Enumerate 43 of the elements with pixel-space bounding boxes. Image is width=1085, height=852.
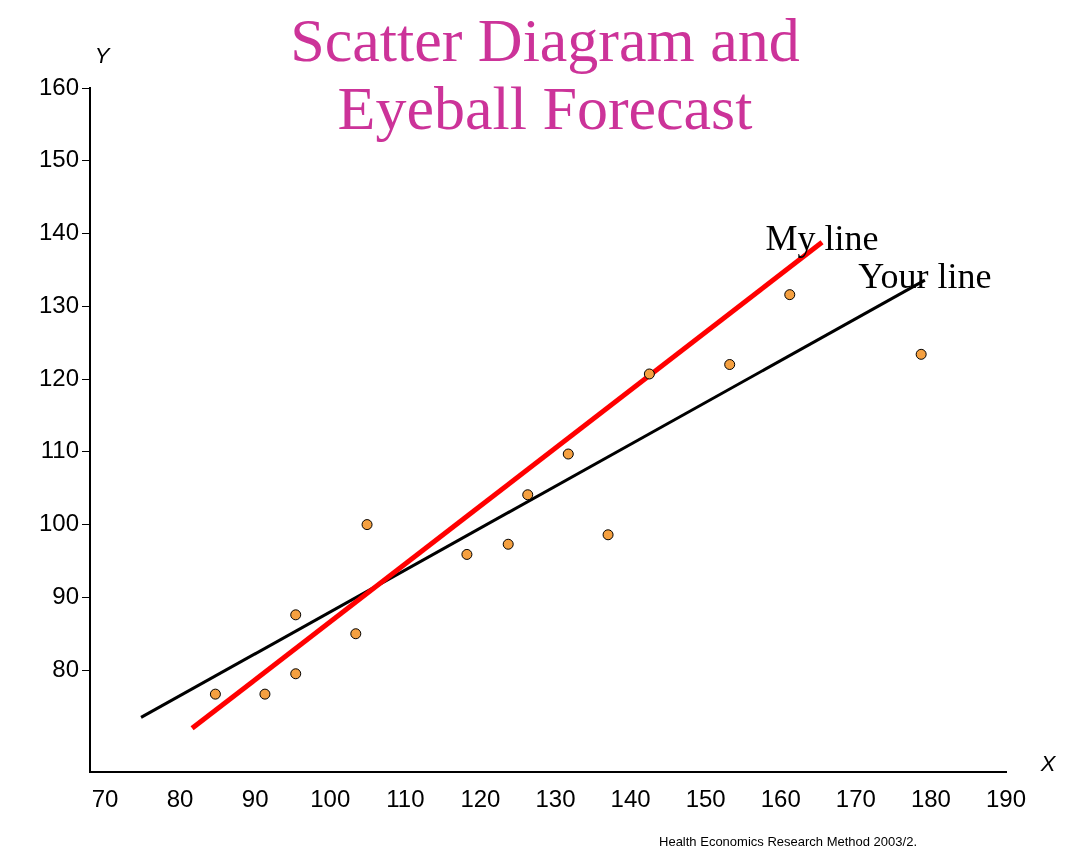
point bbox=[915, 348, 927, 360]
x-axis-title: X bbox=[1039, 751, 1057, 777]
x-tick-label: 190 bbox=[985, 785, 1027, 813]
y-tick-label: 160 bbox=[38, 72, 79, 100]
point bbox=[562, 448, 574, 460]
y-tick-label: 120 bbox=[38, 363, 79, 391]
point bbox=[602, 529, 614, 541]
x-tick-label: 180 bbox=[910, 785, 951, 813]
point bbox=[784, 289, 796, 301]
y-axis-title: Y bbox=[94, 43, 111, 69]
y-tick-label: 100 bbox=[38, 509, 79, 537]
point bbox=[502, 538, 514, 550]
x-tick-label: 130 bbox=[535, 785, 576, 813]
x-tick-label: 120 bbox=[460, 785, 501, 813]
x-tick-label: 90 bbox=[241, 785, 269, 813]
text: Health Economics Research Method 2003/2. bbox=[659, 834, 917, 849]
x-tick-label: 80 bbox=[166, 785, 194, 813]
y-tick-label: 130 bbox=[38, 290, 79, 318]
x-tick-label: 160 bbox=[760, 785, 801, 813]
x-tick-label: 170 bbox=[835, 785, 876, 813]
y-tick-label: 150 bbox=[38, 145, 79, 173]
series-label: My line bbox=[765, 217, 879, 258]
y-tick-label: 80 bbox=[52, 654, 79, 682]
point bbox=[361, 519, 373, 531]
y-tick-label: 140 bbox=[38, 218, 79, 246]
point bbox=[290, 609, 302, 621]
point bbox=[350, 628, 362, 640]
y-tick-label: 110 bbox=[40, 436, 79, 464]
point bbox=[522, 489, 534, 501]
point bbox=[290, 668, 302, 680]
point bbox=[643, 368, 655, 380]
series-label: Your line bbox=[858, 255, 992, 296]
y-tick-label: 90 bbox=[52, 581, 79, 609]
point bbox=[724, 359, 736, 371]
chart-title: Scatter Diagram and Eyeball Forecast bbox=[289, 6, 801, 142]
point bbox=[461, 548, 473, 560]
x-tick-label: 150 bbox=[685, 785, 726, 813]
x-tick-label: 100 bbox=[310, 785, 351, 813]
x-tick-label: 140 bbox=[610, 785, 651, 813]
x-tick-label: 110 bbox=[386, 785, 425, 813]
x-tick-label: 70 bbox=[91, 785, 119, 813]
point bbox=[209, 688, 221, 700]
point bbox=[259, 688, 271, 700]
